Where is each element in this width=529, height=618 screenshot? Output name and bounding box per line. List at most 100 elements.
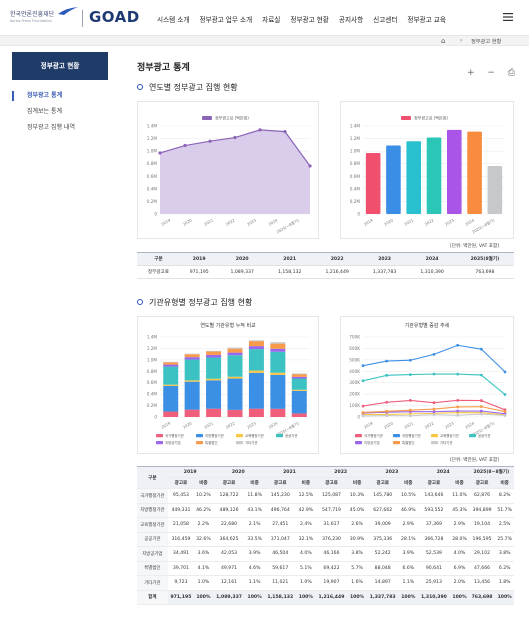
y-tick-label: 0 [154, 212, 157, 217]
table-cell: 4.0% [296, 546, 316, 562]
stacked-bar-segment [270, 343, 286, 349]
nav-item-work[interactable]: 정부광고 업무 소개 [199, 16, 253, 24]
table-subheader: 광고료 [315, 477, 348, 489]
bar [467, 131, 482, 214]
stacked-bar-segment [184, 353, 200, 355]
nav-item-report[interactable]: 신고센터 [373, 16, 398, 24]
table-cell: 정부광고료 [137, 265, 180, 279]
x-tick-label: 2022 [424, 217, 435, 226]
table-cell: 32.6% [194, 532, 213, 547]
table-cell: 29,102 [468, 546, 496, 562]
table-header: 2022 [313, 252, 361, 266]
nav-item-education[interactable]: 정부광고 교육 [407, 16, 446, 24]
chart-card-stacked: 연도별 기관유형 누적 비교 0 0.2M 0.4M 0.6M 0.8M 1.0M 1.2M 1… [137, 316, 319, 454]
table-cell: 196,595 [468, 532, 496, 547]
home-icon[interactable]: ⌂ [441, 37, 446, 45]
sidebar-item-history[interactable]: 정부광고 집행 내역 [27, 124, 75, 131]
table-cell: 1,216,449 [313, 265, 361, 279]
table-cell: 1.0% [194, 575, 213, 591]
table-cell: 88,048 [366, 561, 400, 576]
legend-label: 특별법인 [205, 440, 217, 445]
data-point [456, 398, 460, 402]
legend-label: 지방공기업 [165, 440, 181, 445]
y-tick-label: 1.2M [350, 136, 361, 141]
legend-swatch [431, 434, 438, 438]
main-nav: 시스템 소개 정부광고 업무 소개 자료실 정부광고 현황 공지사항 신고센터 … [157, 14, 456, 24]
table-subheader: 비중 [194, 477, 213, 489]
table-cell: 90,641 [417, 561, 451, 576]
table-header: 2024 [417, 466, 469, 478]
nav-item-status[interactable]: 정부광고 현황 [290, 16, 329, 24]
data-point [361, 364, 365, 368]
table-cell: 42,053 [212, 546, 246, 562]
table-cell: 46,166 [315, 546, 348, 562]
table-cell: 34,491 [167, 546, 195, 562]
stacked-bar-segment [206, 350, 222, 352]
table-cell: 51.7% [495, 503, 514, 518]
y-tick-label: 1.0M [350, 149, 361, 154]
table-cell: 4.0% [450, 546, 469, 562]
legend-swatch [401, 116, 411, 120]
table-total-row: 합계 971,195 100% 1,089,337 100% 1,158,132 100% 1… [137, 590, 514, 605]
legend-swatch [156, 434, 163, 438]
table-cell: 3.8% [347, 546, 367, 562]
x-tick-label: 2023 [246, 217, 257, 226]
x-tick-label: 2020 [383, 217, 394, 226]
table-cell: 100% [450, 590, 469, 605]
table-cell: 100% [399, 590, 418, 605]
org-logo[interactable]: 한국언론진흥재단 Korea Press Foundation [10, 7, 80, 23]
table-cell: 33.5% [245, 532, 264, 547]
table-row: 특별법인 39,701 4.1% 49,971 4.6% 59,617 5.1% 69,422… [137, 561, 514, 576]
nav-item-library[interactable]: 자료실 [262, 16, 281, 24]
table-cell: 145,230 [263, 488, 297, 504]
nav-item-system[interactable]: 시스템 소개 [157, 16, 190, 24]
page-title: 정부광고 통계 [137, 63, 190, 73]
table-subheader: 비중 [347, 477, 367, 489]
table-cell: 1,337,783 [366, 590, 400, 605]
data-point [283, 130, 287, 134]
x-tick-label: 2022 [225, 217, 236, 226]
x-tick-label: 2019 [160, 420, 171, 429]
goad-brand[interactable]: GOAD [89, 8, 140, 26]
table-cell: 2.6% [347, 517, 367, 533]
table-subheader-row: 광고료 비중 광고료 비중 광고료 비중 광고료 비중 광고료 비중 광고료 비중 광고료 비중 [137, 477, 514, 489]
table-header: 2023 [360, 252, 409, 266]
table-cell: 13,456 [468, 575, 496, 591]
hamburger-menu-icon[interactable] [503, 13, 513, 21]
table-cell: 489,126 [212, 503, 246, 518]
table-subheader: 비중 [245, 477, 264, 489]
data-point [233, 135, 237, 140]
table-cell: 3.8% [495, 546, 514, 562]
sidebar-item-summary[interactable]: 집계보는 통계 [27, 108, 63, 115]
org-name-en: Korea Press Foundation [10, 19, 52, 23]
data-point [456, 409, 460, 413]
bar [406, 141, 422, 214]
data-point [258, 128, 262, 132]
data-point [408, 373, 412, 376]
table-cell: 5.1% [296, 561, 316, 576]
stacked-bar-segment [184, 381, 200, 410]
data-point [361, 404, 365, 408]
table-row-label: 기타기관 [137, 575, 168, 591]
table-subheader: 광고료 [366, 477, 400, 489]
data-point [479, 412, 483, 416]
page-tools[interactable]: + − ⎙ [467, 68, 521, 78]
org-name-ko: 한국언론진흥재단 [10, 11, 55, 18]
x-tick-label: 2025(~8월기) [275, 217, 300, 234]
table-cell: 627,662 [366, 503, 400, 518]
table-header: 2021 [263, 466, 316, 478]
table-cell: 12.5% [296, 488, 316, 504]
breadcrumb-current[interactable]: 정부광고 현황 [471, 38, 502, 45]
table-cell: 4.1% [194, 561, 213, 576]
table-cell: 376,230 [315, 532, 348, 547]
stacked-bar-segment [248, 370, 264, 373]
stacked-bar-segment [206, 378, 222, 381]
sidebar-item-stats[interactable]: 정부광고 통계 [12, 88, 108, 104]
nav-item-notice[interactable]: 공지사항 [338, 16, 364, 24]
data-point [385, 373, 389, 377]
x-tick-label: 2024 [464, 420, 475, 429]
sidebar-menu: 정부광고 통계 집계보는 통계 정부광고 집행 내역 [12, 88, 108, 136]
x-tick-label: 2023 [444, 420, 455, 429]
table-cell: 46,504 [263, 546, 297, 562]
stacked-bar-segment [291, 389, 307, 391]
